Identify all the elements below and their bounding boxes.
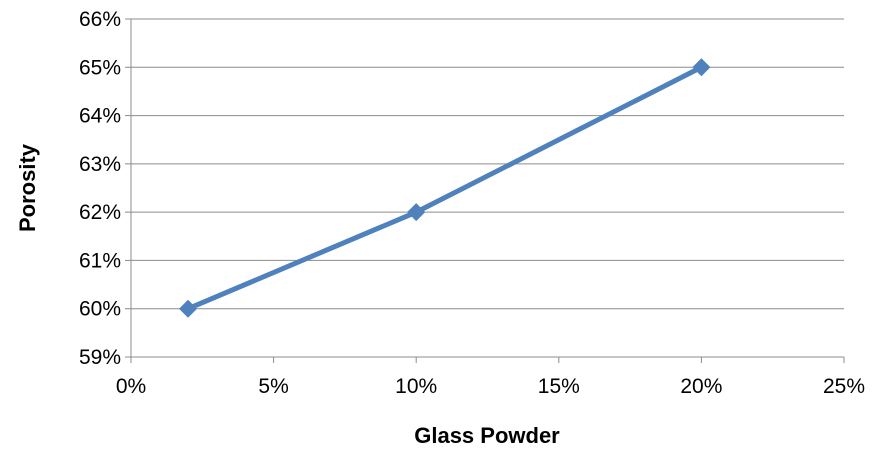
- x-tick-label: 20%: [680, 375, 722, 398]
- y-tick-labels: 59% 60% 61% 62% 63% 64% 65% 66%: [79, 8, 121, 369]
- axes: [125, 18, 845, 363]
- y-tick-label: 61%: [79, 249, 121, 272]
- data-point-marker: [407, 203, 426, 222]
- y-axis-title: Porosity: [15, 143, 40, 232]
- data-point-marker: [179, 299, 198, 318]
- series: [179, 58, 711, 318]
- x-tick-labels: 0% 5% 10% 15% 20% 25%: [116, 375, 865, 398]
- y-tick-label: 64%: [79, 105, 121, 128]
- x-tick-label: 0%: [116, 375, 146, 398]
- gridlines: [131, 18, 844, 310]
- x-tick-label: 10%: [395, 375, 437, 398]
- y-tick-label: 62%: [79, 201, 121, 224]
- x-tick-label: 15%: [538, 375, 580, 398]
- y-tick-label: 59%: [79, 346, 121, 369]
- x-tick-label: 25%: [823, 375, 865, 398]
- x-axis-title: Glass Powder: [414, 423, 560, 448]
- y-tick-label: 63%: [79, 153, 121, 176]
- y-tick-label: 65%: [79, 56, 121, 79]
- data-point-marker: [692, 58, 711, 77]
- y-tick-label: 66%: [79, 8, 121, 31]
- y-tick-label: 60%: [79, 298, 121, 321]
- series-line: [185, 64, 704, 312]
- x-tick-label: 5%: [258, 375, 288, 398]
